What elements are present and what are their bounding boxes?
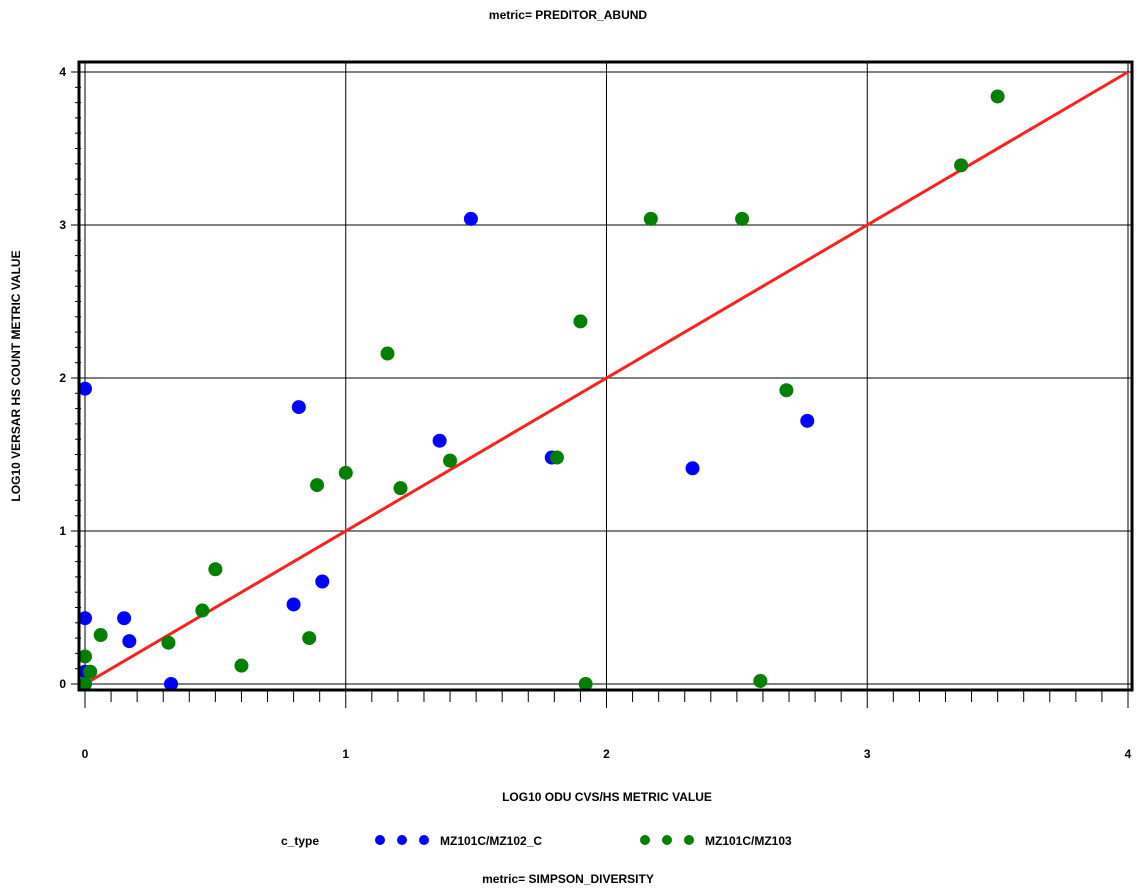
data-point-series-2 xyxy=(338,465,353,480)
data-point-series-2 xyxy=(93,628,108,643)
data-point-series-2 xyxy=(234,658,249,673)
data-point-series-2 xyxy=(578,677,593,691)
data-point-series-1 xyxy=(463,211,478,226)
legend-marker xyxy=(684,835,694,845)
y-tick-label: 1 xyxy=(59,524,66,538)
data-point-series-1 xyxy=(432,433,447,448)
data-point-series-2 xyxy=(779,383,794,398)
data-point-series-2 xyxy=(78,649,92,664)
data-point-series-2 xyxy=(310,478,325,493)
data-point-series-2 xyxy=(735,211,750,226)
legend-marker xyxy=(397,835,407,845)
data-point-series-1 xyxy=(291,400,306,415)
data-point-series-1 xyxy=(78,611,92,626)
legend-marker xyxy=(640,835,650,845)
data-point-series-2 xyxy=(78,677,92,691)
x-axis-label: LOG10 ODU CVS/HS METRIC VALUE xyxy=(502,790,712,804)
y-tick-label: 4 xyxy=(59,65,66,79)
legend-marker xyxy=(662,835,672,845)
data-point-series-2 xyxy=(549,450,564,465)
data-point-series-2 xyxy=(302,631,317,646)
data-point-series-1 xyxy=(315,574,330,589)
legend-label: MZ101C/MZ103 xyxy=(705,834,792,848)
data-point-series-1 xyxy=(685,461,700,476)
y-tick-label: 3 xyxy=(59,218,66,232)
x-tick-label: 0 xyxy=(82,747,89,761)
legend: c_type MZ101C/MZ102_C MZ101C/MZ103 xyxy=(281,834,792,848)
data-point-series-2 xyxy=(954,158,969,173)
data-point-series-2 xyxy=(195,603,210,618)
x-tick-label: 4 xyxy=(1125,747,1132,761)
data-point-series-2 xyxy=(380,346,395,361)
data-points xyxy=(78,89,1005,691)
data-point-series-2 xyxy=(208,562,223,577)
y-axis-label: LOG10 VERSAR HS COUNT METRIC VALUE xyxy=(9,250,23,501)
data-point-series-2 xyxy=(443,453,458,468)
y-tick-label: 2 xyxy=(59,371,66,385)
data-point-series-2 xyxy=(573,314,588,329)
data-point-series-2 xyxy=(83,664,98,679)
y-tick-label: 0 xyxy=(59,677,66,691)
data-point-series-2 xyxy=(990,89,1005,104)
data-point-series-1 xyxy=(122,634,137,649)
data-point-series-1 xyxy=(800,413,815,428)
reference-line xyxy=(84,70,1129,686)
legend-marker xyxy=(375,835,385,845)
legend-label: MZ101C/MZ102_C xyxy=(440,834,542,848)
chart-footer: metric= SIMPSON_DIVERSITY xyxy=(482,872,654,886)
data-point-series-2 xyxy=(753,673,768,688)
x-minor-ticks xyxy=(84,690,1129,708)
x-tick-label: 3 xyxy=(864,747,871,761)
x-tick-label: 2 xyxy=(603,747,610,761)
chart-title: metric= PREDITOR_ABUND xyxy=(489,8,647,22)
data-point-series-1 xyxy=(78,381,92,396)
data-point-series-1 xyxy=(164,677,179,691)
data-point-series-1 xyxy=(117,611,132,626)
x-tick-label: 1 xyxy=(342,747,349,761)
legend-marker xyxy=(419,835,429,845)
y-tick-labels: 0 1 2 3 4 xyxy=(59,65,66,691)
data-point-series-1 xyxy=(286,597,301,612)
legend-title: c_type xyxy=(281,834,319,848)
data-point-series-2 xyxy=(161,635,176,650)
data-point-series-2 xyxy=(643,211,658,226)
plot-frame xyxy=(77,60,1134,692)
data-point-series-2 xyxy=(393,481,408,496)
x-tick-labels: 0 1 2 3 4 xyxy=(82,747,1132,761)
